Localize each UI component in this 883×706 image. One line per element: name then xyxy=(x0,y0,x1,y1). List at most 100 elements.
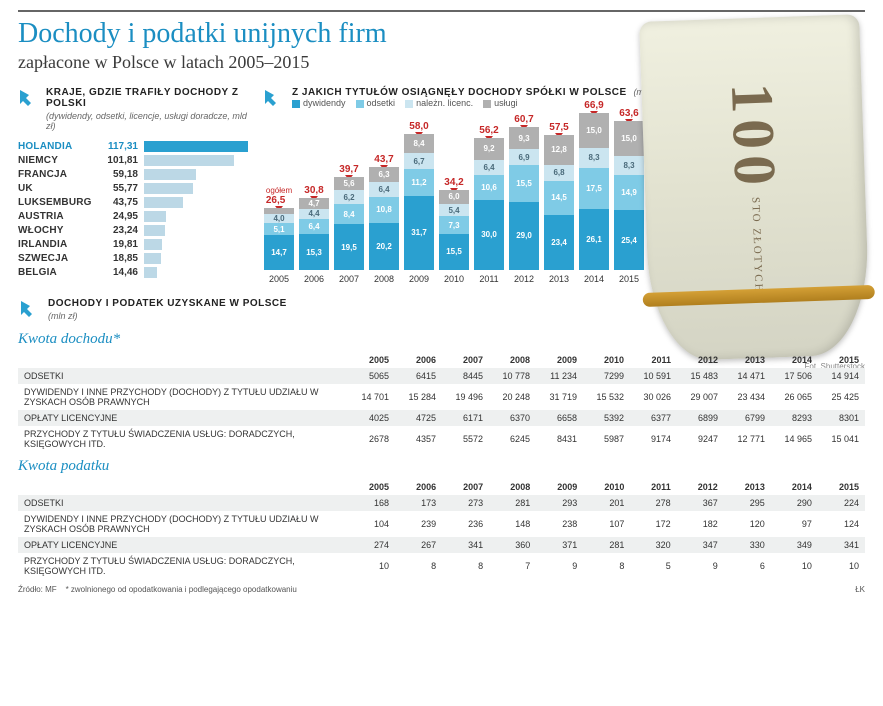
table-cell: 10 778 xyxy=(489,368,536,384)
table-row: OPŁATY LICENCYJNE40254725617163706658539… xyxy=(18,410,865,426)
table-year-header: 2009 xyxy=(536,479,583,495)
table-year-header: 2007 xyxy=(442,352,489,368)
table-cell: 19 496 xyxy=(442,384,489,410)
table-cell: 8445 xyxy=(442,368,489,384)
country-row: BELGIA14,46 xyxy=(18,267,248,278)
chart-segment: 15,3 xyxy=(299,234,329,270)
chart-segment: 25,4 xyxy=(614,210,644,270)
table-cell: 9 xyxy=(536,553,583,579)
table-cell: 12 771 xyxy=(724,426,771,452)
chart-column: 56,230,010,66,49,22011 xyxy=(472,125,506,284)
table-cell: 168 xyxy=(348,495,395,511)
table-cell: 2678 xyxy=(348,426,395,452)
chart-column: ogółem26,514,75,14,02005 xyxy=(262,186,296,284)
table-year-header: 2011 xyxy=(630,352,677,368)
chart-year-label: 2012 xyxy=(514,274,534,284)
country-row: AUSTRIA24,95 xyxy=(18,211,248,222)
table-cell: 5 xyxy=(630,553,676,579)
table-year-header: 2009 xyxy=(536,352,583,368)
chart-year-label: 2013 xyxy=(549,274,569,284)
country-row: SZWECJA18,85 xyxy=(18,253,248,264)
table-year-header: 2005 xyxy=(348,479,395,495)
chart-segment: 29,0 xyxy=(509,202,539,270)
table-year-header: 2008 xyxy=(489,352,536,368)
chart-segment: 14,5 xyxy=(544,181,574,215)
chart-segment: 10,6 xyxy=(474,175,504,200)
country-row: HOLANDIA117,31 xyxy=(18,141,248,152)
table-cell: 273 xyxy=(442,495,489,511)
table-year-header: 2008 xyxy=(489,479,536,495)
table-row-label: OPŁATY LICENCYJNE xyxy=(18,537,348,553)
table-cell: 107 xyxy=(583,511,630,537)
table-cell: 23 434 xyxy=(724,384,771,410)
table-year-header: 2012 xyxy=(677,479,724,495)
table-cell: 6171 xyxy=(442,410,489,426)
table-cell: 8301 xyxy=(818,410,865,426)
table-cell: 347 xyxy=(677,537,724,553)
table-cell: 124 xyxy=(818,511,865,537)
table-cell: 15 284 xyxy=(395,384,442,410)
chart-segment: 4,7 xyxy=(299,198,329,209)
table-year-header: 2007 xyxy=(442,479,489,495)
table-cell: 274 xyxy=(348,537,395,553)
chart-year-label: 2014 xyxy=(584,274,604,284)
chart-segment: 17,5 xyxy=(579,168,609,209)
arrow-icon xyxy=(18,298,40,320)
chart-segment: 6,8 xyxy=(544,165,574,181)
chart-total-label: 56,2 xyxy=(479,125,498,136)
table-year-header: 2010 xyxy=(583,479,630,495)
table-cell: 31 719 xyxy=(536,384,583,410)
table-cell: 9247 xyxy=(677,426,724,452)
table-cell: 5065 xyxy=(348,368,395,384)
chart-segment: 6,0 xyxy=(439,190,469,204)
country-row: NIEMCY101,81 xyxy=(18,155,248,166)
table-cell: 10 xyxy=(771,553,818,579)
table-cell: 5392 xyxy=(583,410,630,426)
table-year-header: 2012 xyxy=(677,352,724,368)
country-name: IRLANDIA xyxy=(18,239,96,250)
country-row: LUKSEMBURG43,75 xyxy=(18,197,248,208)
chart-segment: 9,3 xyxy=(509,127,539,149)
table-cell: 5987 xyxy=(583,426,630,452)
country-name: HOLANDIA xyxy=(18,141,96,152)
chart-segment: 30,0 xyxy=(474,200,504,271)
country-value: 59,18 xyxy=(96,169,144,180)
table-podatku: 2005200620072008200920102011201220132014… xyxy=(18,479,865,579)
table-row: DYWIDENDY I INNE PRZYCHODY (DOCHODY) Z T… xyxy=(18,511,865,537)
chart-year-label: 2009 xyxy=(409,274,429,284)
table-cell: 6899 xyxy=(677,410,724,426)
table-cell: 10 591 xyxy=(630,368,677,384)
chart-segment: 14,9 xyxy=(614,175,644,210)
footer-note: * zwolnionego od opodatkowania i podlega… xyxy=(66,585,297,594)
table-cell: 29 007 xyxy=(677,384,724,410)
chart-year-label: 2015 xyxy=(619,274,639,284)
country-value: 101,81 xyxy=(96,155,144,166)
table-cell: 4357 xyxy=(395,426,442,452)
country-row: FRANCJA59,18 xyxy=(18,169,248,180)
table-year-header: 2006 xyxy=(395,352,442,368)
table-year-header: 2015 xyxy=(818,352,865,368)
chart-segment: 15,5 xyxy=(509,165,539,201)
table-cell: 341 xyxy=(818,537,865,553)
footer-source: Źródło: MF xyxy=(18,585,57,594)
table-cell: 295 xyxy=(724,495,771,511)
table-year-header: 2013 xyxy=(724,479,771,495)
table-cell: 278 xyxy=(630,495,676,511)
chart-total-label: 39,7 xyxy=(339,164,358,175)
table-cell: 14 965 xyxy=(771,426,818,452)
chart-column: 58,031,711,26,78,42009 xyxy=(402,121,436,284)
table-cell: 6415 xyxy=(395,368,442,384)
chart-segment: 15,0 xyxy=(579,113,609,148)
table-cell: 10 xyxy=(348,553,395,579)
chart-total-label: 66,9 xyxy=(584,100,603,111)
table-cell: 201 xyxy=(583,495,630,511)
chart-year-label: 2011 xyxy=(479,274,498,284)
chart-segment: 15,0 xyxy=(614,121,644,156)
chart-segment: 14,7 xyxy=(264,235,294,270)
chart-total-label: 58,0 xyxy=(409,121,428,132)
chart-column: 30,815,36,44,44,72006 xyxy=(297,185,331,284)
table-cell: 182 xyxy=(677,511,724,537)
table-year-header: 2015 xyxy=(818,479,865,495)
table-year-header: 2006 xyxy=(395,479,442,495)
chart-year-label: 2007 xyxy=(339,274,359,284)
